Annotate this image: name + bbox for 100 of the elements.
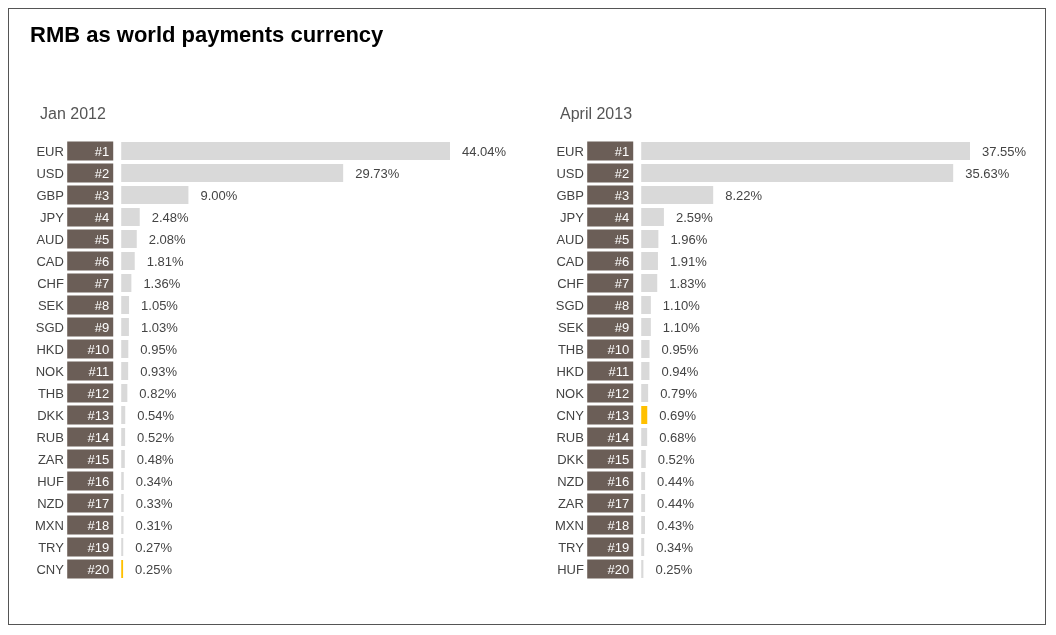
text: #8 bbox=[614, 297, 630, 313]
y-tick-label: USD bbox=[556, 165, 584, 181]
text: #5 bbox=[94, 231, 110, 247]
data-label: 29.73% bbox=[355, 165, 400, 181]
text: #20 bbox=[87, 561, 110, 577]
bar bbox=[121, 537, 124, 557]
y-tick-label: TRY bbox=[38, 539, 65, 555]
text: #3 bbox=[614, 187, 630, 203]
y-tick-label: HKD bbox=[36, 341, 64, 357]
y-tick-label: SEK bbox=[557, 319, 585, 335]
text: #1 bbox=[614, 143, 630, 159]
y-tick-label: DKK bbox=[557, 451, 585, 467]
data-label: 0.34% bbox=[656, 539, 694, 555]
bar bbox=[641, 185, 714, 205]
bar bbox=[641, 251, 658, 271]
data-label: 2.48% bbox=[151, 209, 190, 225]
text: #14 bbox=[87, 429, 110, 445]
y-tick-label: RUB bbox=[36, 429, 64, 445]
y-tick-label: ZAR bbox=[37, 451, 64, 467]
bar bbox=[641, 405, 648, 425]
bar bbox=[641, 229, 659, 249]
data-label: 0.54% bbox=[137, 407, 175, 423]
bar bbox=[121, 361, 129, 381]
chart-title: RMB as world payments currency bbox=[30, 22, 384, 48]
y-tick-label: MXN bbox=[555, 517, 584, 533]
data-label: 0.44% bbox=[657, 495, 695, 511]
data-label: 1.36% bbox=[143, 275, 181, 291]
data-label: 1.91% bbox=[669, 253, 708, 269]
bar bbox=[121, 471, 124, 491]
y-tick-label: RUB bbox=[556, 429, 584, 445]
data-label: 0.68% bbox=[659, 429, 697, 445]
text: #16 bbox=[607, 473, 630, 489]
bar bbox=[121, 251, 135, 271]
data-label: 9.00% bbox=[200, 187, 238, 203]
text: #18 bbox=[87, 517, 110, 533]
text: #4 bbox=[614, 209, 630, 225]
data-label: 1.10% bbox=[662, 297, 701, 313]
text: #4 bbox=[94, 209, 110, 225]
chart-subtitle: April 2013 bbox=[560, 104, 633, 122]
y-tick-label: JPY bbox=[40, 209, 65, 225]
text: #8 bbox=[94, 297, 110, 313]
data-label: 0.33% bbox=[135, 495, 173, 511]
bar bbox=[121, 229, 137, 249]
data-label: 0.82% bbox=[139, 385, 177, 401]
text: #6 bbox=[614, 253, 630, 269]
bar bbox=[641, 317, 651, 337]
text: #17 bbox=[607, 495, 630, 511]
text: #7 bbox=[94, 275, 110, 291]
text: #16 bbox=[87, 473, 110, 489]
y-tick-label: AUD bbox=[556, 231, 584, 247]
bar bbox=[641, 295, 651, 315]
y-tick-label: CNY bbox=[36, 561, 65, 577]
bar bbox=[641, 493, 646, 513]
data-label: 1.05% bbox=[141, 297, 179, 313]
y-tick-label: THB bbox=[557, 341, 584, 357]
y-tick-label: MXN bbox=[35, 517, 64, 533]
text: #19 bbox=[607, 539, 630, 555]
bar bbox=[121, 273, 132, 293]
y-tick-label: HKD bbox=[556, 363, 584, 379]
y-tick-label: CHF bbox=[37, 275, 64, 291]
y-tick-label: HUF bbox=[557, 561, 584, 577]
y-tick-label: NZD bbox=[37, 495, 64, 511]
bar bbox=[641, 273, 658, 293]
y-tick-label: NOK bbox=[555, 385, 585, 401]
bar bbox=[121, 493, 124, 513]
y-tick-label: SGD bbox=[555, 297, 584, 313]
data-label: 1.10% bbox=[662, 319, 701, 335]
y-tick-label: AUD bbox=[36, 231, 64, 247]
data-label: 1.83% bbox=[669, 275, 707, 291]
text: #15 bbox=[87, 451, 110, 467]
bar bbox=[641, 383, 649, 403]
bar bbox=[121, 427, 126, 447]
text: #14 bbox=[607, 429, 630, 445]
y-tick-label: GBP bbox=[556, 187, 584, 203]
data-label: 0.93% bbox=[140, 363, 178, 379]
data-label: 0.27% bbox=[135, 539, 173, 555]
data-label: 8.22% bbox=[725, 187, 763, 203]
bar bbox=[121, 141, 450, 161]
data-label: 0.79% bbox=[660, 385, 698, 401]
bar bbox=[641, 471, 646, 491]
y-tick-label: HUF bbox=[37, 473, 64, 489]
bar bbox=[641, 559, 644, 579]
data-label: 0.43% bbox=[656, 517, 695, 533]
bar bbox=[121, 317, 129, 337]
data-label: 0.48% bbox=[136, 451, 175, 467]
text: #11 bbox=[608, 363, 630, 379]
data-label: 2.08% bbox=[148, 231, 187, 247]
data-label: 0.31% bbox=[135, 517, 173, 533]
bar bbox=[121, 185, 189, 205]
text: #5 bbox=[614, 231, 630, 247]
bar bbox=[121, 207, 140, 227]
text: #9 bbox=[94, 319, 110, 335]
y-tick-label: CNY bbox=[556, 407, 585, 423]
text: #10 bbox=[607, 341, 630, 357]
text: #12 bbox=[87, 385, 110, 401]
data-label: 0.95% bbox=[661, 341, 699, 357]
text: #10 bbox=[87, 341, 110, 357]
bar bbox=[121, 405, 126, 425]
data-label: 0.69% bbox=[659, 407, 697, 423]
chart-subtitle: Jan 2012 bbox=[40, 104, 106, 122]
